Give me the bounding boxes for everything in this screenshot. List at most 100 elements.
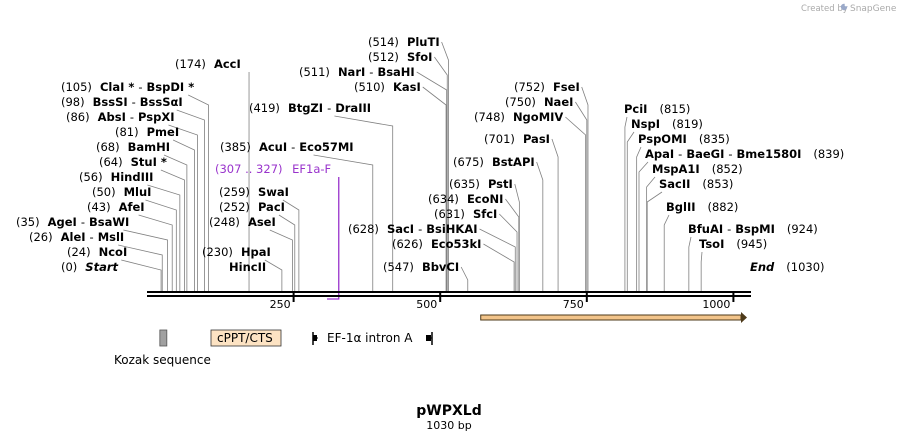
- site-bglii[interactable]: BglII (882): [666, 200, 738, 214]
- enzyme-name: AccI: [214, 57, 241, 71]
- site-position: (628): [348, 222, 379, 236]
- enzyme-name: BssSαI: [140, 95, 183, 109]
- site-connector: [514, 183, 520, 291]
- site-position: (815): [659, 102, 690, 116]
- site-saci[interactable]: (628) SacI - BsiHKAI: [348, 222, 478, 236]
- enzyme-name: ClaI *: [100, 80, 134, 94]
- site-position: (35): [16, 215, 40, 229]
- site-connector: [499, 213, 518, 291]
- enzyme-name: AbsI: [98, 110, 126, 124]
- site-connector: [334, 115, 394, 291]
- site-acci[interactable]: (174) AccI: [175, 57, 241, 71]
- site-label: (81) PmeI: [115, 125, 179, 139]
- site-connector: [636, 146, 642, 291]
- site-agei[interactable]: (35) AgeI - BsaWI: [16, 215, 129, 229]
- created-by-label: Created by: [801, 4, 848, 14]
- site-stui[interactable]: (64) StuI *: [99, 155, 167, 169]
- site-bstapi[interactable]: (675) BstAPI: [453, 155, 535, 169]
- kozak-label: Kozak sequence: [114, 353, 211, 367]
- site-position: (43): [87, 200, 111, 214]
- separator: -: [728, 147, 732, 161]
- site-bamhi[interactable]: (68) BamHI: [96, 140, 170, 154]
- site-fsei[interactable]: (752) FseI: [514, 80, 580, 94]
- site-start[interactable]: (0) Start: [61, 260, 119, 274]
- primer-range: (307 .. 327): [215, 162, 283, 176]
- enzyme-name: NgoMIV: [513, 110, 563, 124]
- site-labels: (0) Start(24) NcoI(26) AleI - MslI(35) AgeI - Bs…: [16, 35, 844, 274]
- enzyme-name: AgeI: [48, 215, 77, 229]
- site-label: (252) PacI: [219, 200, 285, 214]
- site-pspomi[interactable]: PspOMI (835): [638, 132, 730, 146]
- site-hindiii[interactable]: (56) HindIII: [79, 170, 153, 184]
- site-connector: [145, 199, 177, 291]
- enzyme-name: PspXI: [138, 110, 174, 124]
- site-ncoi[interactable]: (24) NcoI: [67, 245, 127, 259]
- site-sfoi[interactable]: (512) SfoI: [368, 50, 432, 64]
- site-acui[interactable]: (385) AcuI - Eco57MI: [220, 140, 354, 154]
- site-eco53ki[interactable]: (626) Eco53kI: [392, 237, 481, 251]
- site-absi[interactable]: (86) AbsI - PspXI: [66, 110, 174, 124]
- site-ngomiv[interactable]: (748) NgoMIV: [474, 110, 563, 124]
- feature-cppt-cts[interactable]: cPPT/CTS: [210, 329, 282, 347]
- site-kasi[interactable]: (510) KasI: [354, 80, 421, 94]
- snapgene-logo-icon: [840, 3, 848, 11]
- site-position: (50): [92, 185, 116, 199]
- feature-kozak[interactable]: Kozak sequence: [114, 329, 211, 367]
- site-connector: [700, 251, 703, 291]
- site-pmei[interactable]: (81) PmeI: [115, 125, 179, 139]
- site-position: (252): [219, 200, 250, 214]
- site-label: (628) SacI - BsiHKAI: [348, 222, 478, 236]
- site-position: (853): [702, 177, 733, 191]
- site-naei[interactable]: (750) NaeI: [505, 95, 573, 109]
- site-position: (512): [368, 50, 399, 64]
- site-nspi[interactable]: NspI (819): [631, 117, 703, 131]
- enzyme-name: NspI: [631, 117, 660, 131]
- site-alei[interactable]: (26) AleI - MslI: [29, 230, 124, 244]
- site-bfuai[interactable]: BfuAI - BspMI (924): [688, 222, 818, 236]
- site-asei[interactable]: (248) AseI: [209, 215, 276, 229]
- site-pcii[interactable]: PciI (815): [624, 102, 690, 116]
- site-apai[interactable]: ApaI - BaeGI - Bme1580I (839): [645, 147, 844, 161]
- site-connector: [121, 259, 162, 291]
- site-label: (43) AfeI: [87, 200, 145, 214]
- primer-name: EF1a-F: [292, 162, 331, 176]
- enzyme-name: BssSI: [93, 95, 128, 109]
- orf-arrow[interactable]: [480, 312, 747, 323]
- site-position: (945): [736, 237, 767, 251]
- site-nari[interactable]: (511) NarI - BsaHI: [299, 65, 415, 79]
- site-sfci[interactable]: (631) SfcI: [434, 207, 497, 221]
- site-label: (230) HpaI: [202, 245, 271, 259]
- site-econi[interactable]: (634) EcoNI: [428, 192, 503, 206]
- site-sacii[interactable]: SacII (853): [659, 177, 733, 191]
- site-btgzi[interactable]: (419) BtgZI - DraIII: [249, 101, 371, 115]
- site-pasi[interactable]: (701) PasI: [484, 132, 550, 146]
- enzyme-name: NarI: [338, 65, 365, 79]
- site-end[interactable]: End (1030): [750, 260, 825, 274]
- site-tsoi[interactable]: TsoI (945): [699, 237, 767, 251]
- site-clai[interactable]: (105) ClaI * - BspDI *: [61, 80, 194, 94]
- site-connector: [422, 86, 447, 291]
- site-position: (819): [672, 117, 703, 131]
- separator: -: [418, 222, 422, 236]
- site-bbvci[interactable]: (547) BbvCI: [383, 260, 459, 274]
- site-position: (24): [67, 245, 91, 259]
- site-position: (81): [115, 125, 139, 139]
- primer-arrow: [327, 177, 340, 300]
- site-label: (0) Start: [61, 260, 119, 274]
- site-psti[interactable]: (635) PstI: [449, 177, 513, 191]
- feature-intron[interactable]: EF-1α intron A: [312, 331, 433, 345]
- site-mlui[interactable]: (50) MluI: [92, 185, 151, 199]
- site-position: (924): [787, 222, 818, 236]
- site-connector: [416, 71, 448, 291]
- site-bsssi[interactable]: (98) BssSI - BssSαI: [61, 95, 183, 109]
- enzyme-name: SwaI: [258, 185, 289, 199]
- site-pluti[interactable]: (514) PluTI: [368, 35, 440, 49]
- site-label: (419) BtgZI - DraIII: [249, 101, 371, 115]
- site-paci[interactable]: (252) PacI: [219, 200, 285, 214]
- primer-ef1a-f[interactable]: (307 .. 327) EF1a-F: [215, 162, 340, 300]
- site-swai[interactable]: (259) SwaI: [219, 185, 289, 199]
- site-mspa1i[interactable]: MspA1I (852): [652, 162, 743, 176]
- site-afei[interactable]: (43) AfeI: [87, 200, 145, 214]
